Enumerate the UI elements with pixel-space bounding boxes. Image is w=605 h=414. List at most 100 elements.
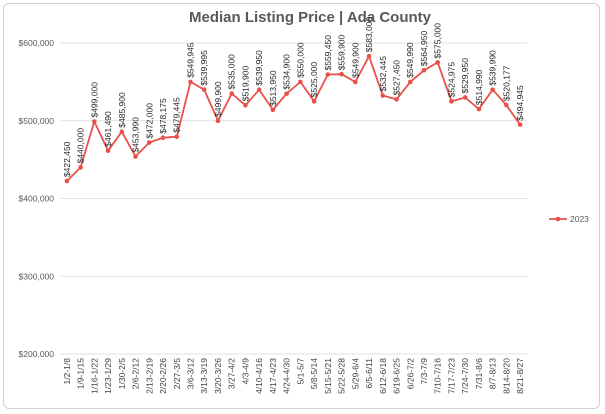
data-label: $534,900 <box>282 54 292 90</box>
data-point <box>92 119 97 124</box>
x-axis: 1/2-1/8 1/9-1/15 1/16-1/22 1/23-1/29 1/30-2/… <box>62 358 525 394</box>
data-point <box>462 95 468 100</box>
x-tick-label: 1/9-1/15 <box>76 358 86 389</box>
y-tick-label: $200,000 <box>19 349 55 359</box>
data-label: $532,445 <box>378 56 388 92</box>
x-tick-label: 6/19-6/25 <box>392 358 402 394</box>
data-label: $559,450 <box>323 35 333 71</box>
data-label: $539,990 <box>488 50 498 86</box>
data-point <box>160 135 166 141</box>
data-label: $575,000 <box>433 23 443 59</box>
x-tick-label: 1/23-1/29 <box>103 358 113 394</box>
y-tick-label: $500,000 <box>19 116 55 126</box>
data-point <box>78 165 83 170</box>
x-tick-label: 1/16-1/22 <box>89 358 99 394</box>
data-label: $527,450 <box>392 60 402 96</box>
x-tick-label: 4/10-4/16 <box>254 358 264 394</box>
data-label: $519,900 <box>240 66 250 102</box>
data-point <box>449 99 454 104</box>
data-point <box>105 148 111 153</box>
chart-frame <box>3 3 600 409</box>
data-point <box>270 107 276 113</box>
x-tick-label: 7/31-8/6 <box>474 358 484 389</box>
data-point <box>311 99 317 104</box>
data-label: $499,000 <box>89 82 99 118</box>
x-tick-label: 5/22-5/28 <box>337 358 347 394</box>
data-point <box>325 72 331 77</box>
data-point <box>119 129 125 135</box>
data-point <box>380 93 386 98</box>
data-label: $440,000 <box>76 128 86 164</box>
gridlines <box>60 42 527 355</box>
chart-title: Median Listing Price | Ada County <box>189 9 431 26</box>
data-label: $494,945 <box>515 85 525 121</box>
x-tick-label: 7/3-7/9 <box>419 358 429 385</box>
data-label: $529,950 <box>460 58 470 94</box>
data-point <box>394 97 399 102</box>
data-label: $513,950 <box>268 70 278 106</box>
x-tick-label: 6/12-6/18 <box>378 358 388 394</box>
data-label: $422,450 <box>62 141 72 177</box>
x-tick-label: 1/30-2/5 <box>117 358 127 389</box>
data-label: $564,950 <box>419 31 429 67</box>
data-point <box>146 140 152 145</box>
data-label: $549,900 <box>350 42 360 78</box>
data-label: $472,000 <box>144 103 154 139</box>
data-point <box>229 91 234 96</box>
x-tick-label: 5/29-6/4 <box>350 358 360 389</box>
y-tick-label: $400,000 <box>19 194 55 204</box>
x-tick-label: 3/13-3/19 <box>199 358 209 394</box>
data-point <box>215 118 221 124</box>
x-tick-label: 8/14-8/20 <box>501 358 511 394</box>
data-point <box>435 60 441 65</box>
x-tick-label: 5/1-5/7 <box>295 358 305 385</box>
data-label: $461,490 <box>103 111 113 147</box>
data-label: $524,975 <box>446 62 456 98</box>
y-axis: $200,000 $300,000 $400,000 $500,000 $600,000 <box>19 38 55 359</box>
x-tick-label: 2/13-2/19 <box>144 358 154 394</box>
data-label: $550,000 <box>295 42 305 78</box>
data-label: $525,000 <box>309 62 319 98</box>
legend: 2023 <box>549 214 589 224</box>
data-point <box>256 87 262 92</box>
data-point <box>407 79 413 85</box>
x-tick-label: 4/3-4/9 <box>240 358 250 385</box>
series-line <box>66 55 521 182</box>
data-label: $559,900 <box>337 34 347 70</box>
data-label: $499,900 <box>213 81 223 117</box>
x-tick-label: 1/2-1/8 <box>62 358 72 385</box>
data-label: $539,950 <box>254 50 264 86</box>
x-tick-label: 8/21-8/27 <box>515 358 525 394</box>
x-tick-label: 8/7-8/13 <box>488 358 498 389</box>
x-tick-label: 2/6-2/12 <box>131 358 141 389</box>
data-label: $535,000 <box>227 54 237 90</box>
y-tick-label: $600,000 <box>19 38 55 48</box>
x-tick-label: 5/8-5/14 <box>309 358 319 389</box>
data-label: $478,175 <box>158 98 168 134</box>
data-label: $583,000 <box>364 16 374 52</box>
data-label: $514,990 <box>474 69 484 105</box>
x-tick-label: 4/24-4/30 <box>282 358 292 394</box>
data-point <box>64 178 70 184</box>
data-point <box>243 102 248 108</box>
data-point <box>188 79 193 85</box>
data-point <box>298 79 303 85</box>
x-tick-label: 6/26-7/2 <box>405 358 415 389</box>
data-label: $539,995 <box>199 50 209 86</box>
data-point <box>353 79 358 85</box>
x-tick-label: 5/15-5/21 <box>323 358 333 394</box>
x-tick-label: 3/27-4/2 <box>227 358 237 389</box>
data-point <box>476 106 482 112</box>
data-point <box>174 134 180 140</box>
data-label: $549,990 <box>405 42 415 78</box>
data-label: $485,900 <box>117 92 127 128</box>
data-point <box>504 102 509 108</box>
series-2023 <box>64 53 523 184</box>
y-tick-label: $300,000 <box>19 271 55 281</box>
data-point <box>517 122 523 127</box>
x-tick-label: 6/5-6/11 <box>364 358 374 389</box>
data-label: $520,177 <box>501 65 511 101</box>
data-labels: $422,450 $440,000$499,000 $461,490 $485,900… <box>62 16 525 177</box>
x-tick-label: 4/17-4/23 <box>268 358 278 394</box>
